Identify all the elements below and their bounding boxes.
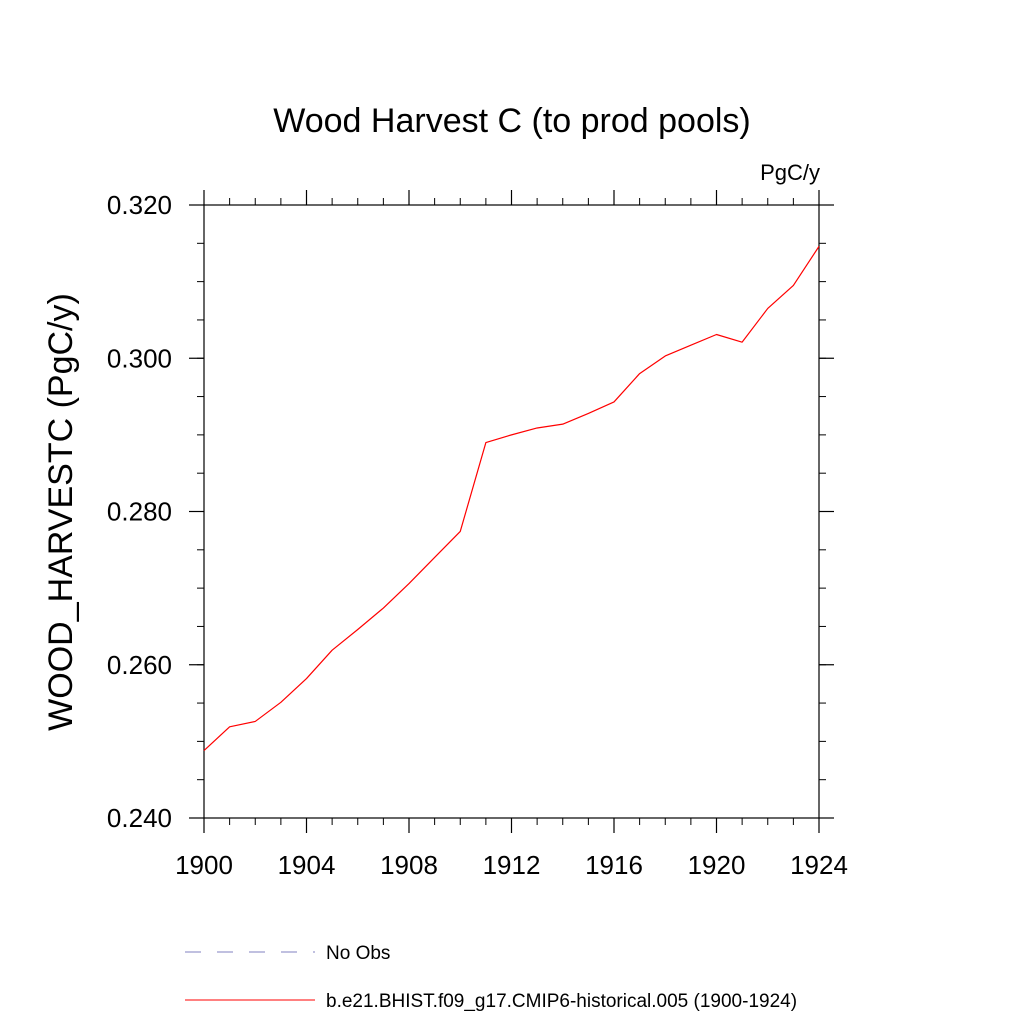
series-line xyxy=(203,246,820,752)
x-tick-label: 1912 xyxy=(483,850,541,880)
legend-label: No Obs xyxy=(326,943,390,964)
y-tick-label: 0.280 xyxy=(107,497,172,527)
x-tick-label: 1920 xyxy=(688,850,746,880)
y-axis-label: WOOD_HARVESTC (PgC/y) xyxy=(42,293,80,731)
y-tick-label: 0.240 xyxy=(107,803,172,833)
x-tick-labels: 1900 1904 1908 1912 1916 1920 1924 xyxy=(175,850,848,880)
x-tick-label: 1916 xyxy=(585,850,643,880)
major-ticks xyxy=(189,190,834,833)
y-tick-label: 0.300 xyxy=(107,343,172,373)
chart-title: Wood Harvest C (to prod pools) xyxy=(273,102,750,140)
x-tick-label: 1904 xyxy=(278,850,336,880)
legend-label: b.e21.BHIST.f09_g17.CMIP6-historical.005… xyxy=(326,991,797,1012)
legend: No Obs b.e21.BHIST.f09_g17.CMIP6-historic… xyxy=(185,943,797,1012)
plot-frame xyxy=(203,204,820,819)
x-tick-label: 1908 xyxy=(380,850,438,880)
y-tick-label: 0.260 xyxy=(107,650,172,680)
x-tick-label: 1900 xyxy=(175,850,233,880)
units-label: PgC/y xyxy=(760,160,820,185)
y-tick-label: 0.320 xyxy=(107,190,172,220)
minor-ticks xyxy=(197,198,826,825)
series-layer xyxy=(203,246,820,752)
x-tick-label: 1924 xyxy=(790,850,848,880)
y-tick-labels: 0.240 0.260 0.280 0.300 0.320 xyxy=(107,190,172,833)
